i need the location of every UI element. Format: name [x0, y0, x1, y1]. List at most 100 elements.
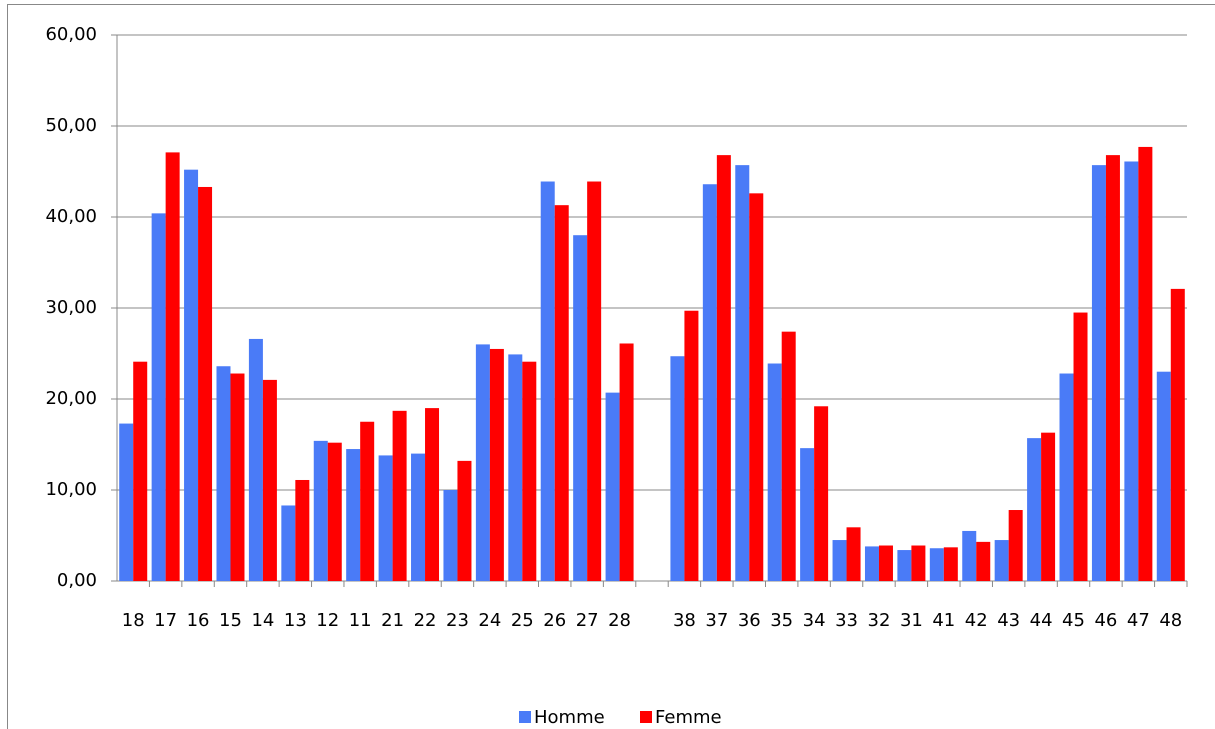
bar	[814, 406, 829, 581]
x-tick-label: 48	[1159, 610, 1182, 631]
chart-frame	[7, 4, 1215, 729]
bar	[327, 442, 342, 581]
bar	[994, 540, 1009, 581]
bar	[962, 530, 977, 581]
x-tick-label: 22	[414, 610, 437, 631]
x-tick-label: 33	[835, 610, 858, 631]
bar	[1156, 371, 1171, 581]
x-tick-label: 34	[803, 610, 826, 631]
bar	[346, 449, 361, 581]
y-tick-label: 50,00	[45, 115, 97, 136]
bar	[749, 193, 764, 581]
y-tick-label: 30,00	[45, 297, 97, 318]
legend-swatch	[519, 711, 531, 723]
bar	[1138, 146, 1153, 581]
y-tick-label: 40,00	[45, 206, 97, 227]
bar	[929, 548, 944, 581]
bar	[702, 184, 717, 582]
x-tick-label: 44	[1030, 610, 1053, 631]
x-tick-label: 32	[868, 610, 891, 631]
legend-label: Femme	[655, 707, 722, 728]
x-tick-label: 18	[122, 610, 145, 631]
x-tick-label: 45	[1062, 610, 1085, 631]
x-tick-label: 28	[608, 610, 631, 631]
x-tick-label: 24	[478, 610, 501, 631]
bar	[878, 545, 893, 581]
y-tick-label: 20,00	[45, 388, 97, 409]
x-tick-label: 26	[543, 610, 566, 631]
bar	[554, 205, 569, 582]
bar	[1008, 510, 1023, 581]
bar	[911, 545, 926, 581]
x-tick-label: 47	[1127, 610, 1150, 631]
x-tick-label: 23	[446, 610, 469, 631]
bar	[475, 344, 490, 581]
x-tick-label: 13	[284, 610, 307, 631]
bar	[295, 479, 310, 581]
bar	[184, 169, 199, 581]
x-tick-label: 14	[251, 610, 274, 631]
x-tick-label: 46	[1094, 610, 1117, 631]
bar	[119, 423, 134, 581]
bar	[781, 331, 796, 581]
bar	[716, 155, 731, 581]
bar	[457, 460, 472, 581]
bar	[262, 379, 277, 581]
bar	[216, 366, 231, 581]
x-tick-label: 12	[316, 610, 339, 631]
bar	[684, 310, 699, 581]
x-tick-label: 15	[219, 610, 242, 631]
x-tick-label: 38	[673, 610, 696, 631]
bar	[1027, 438, 1042, 581]
bar	[392, 410, 407, 581]
bar	[976, 541, 991, 581]
bar	[248, 338, 263, 581]
bar	[735, 165, 750, 581]
bar	[443, 490, 458, 581]
bar	[1059, 373, 1074, 581]
bar	[573, 235, 588, 581]
bar	[619, 343, 634, 581]
bar	[540, 181, 555, 581]
x-tick-label: 17	[154, 610, 177, 631]
bar	[1124, 161, 1139, 582]
bar	[151, 213, 166, 582]
bar	[522, 361, 537, 581]
x-tick-label: 21	[381, 610, 404, 631]
bar	[378, 455, 393, 581]
y-tick-label: 60,00	[45, 24, 97, 45]
x-tick-label: 37	[705, 610, 728, 631]
bar	[1170, 288, 1185, 581]
bar	[767, 363, 782, 581]
bar	[411, 453, 426, 581]
bar	[1105, 155, 1120, 581]
bar	[281, 505, 296, 581]
bar	[670, 356, 685, 581]
bar	[489, 348, 504, 581]
bar	[943, 547, 958, 581]
bar	[605, 392, 620, 581]
x-tick-label: 25	[511, 610, 534, 631]
x-tick-label: 27	[576, 610, 599, 631]
bar	[1073, 312, 1088, 581]
y-tick-label: 10,00	[45, 479, 97, 500]
x-tick-label: 36	[738, 610, 761, 631]
bar	[508, 354, 523, 581]
x-tick-label: 35	[770, 610, 793, 631]
bar	[1041, 432, 1056, 581]
bar	[313, 440, 328, 581]
x-tick-label: 42	[965, 610, 988, 631]
bar	[425, 408, 440, 581]
y-tick-label: 0,00	[57, 570, 97, 591]
x-tick-label: 43	[997, 610, 1020, 631]
legend-label: Homme	[534, 707, 605, 728]
bar	[800, 448, 815, 581]
bar	[360, 421, 375, 581]
bar	[198, 186, 213, 581]
bar	[587, 181, 602, 581]
bar	[1091, 165, 1106, 581]
bar	[165, 152, 180, 581]
bar	[864, 546, 879, 581]
x-tick-label: 41	[932, 610, 955, 631]
